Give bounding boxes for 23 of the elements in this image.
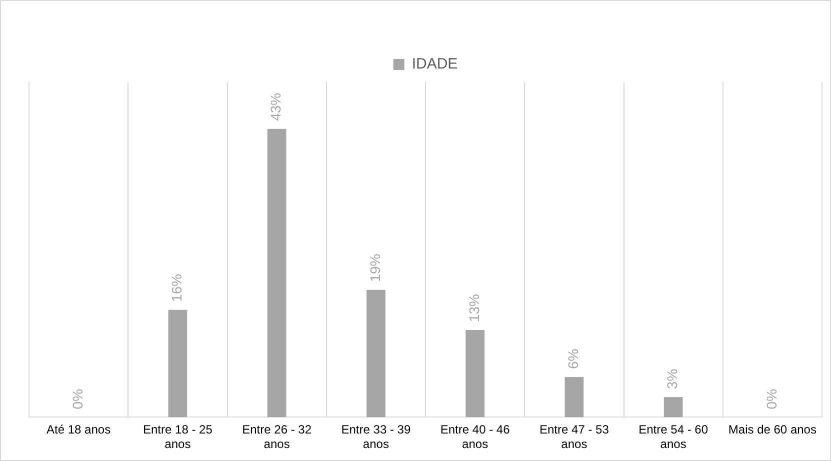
bar [664,397,683,418]
x-tick-label: Entre 54 - 60 anos [638,422,708,452]
bar [168,310,188,418]
bar [466,330,484,418]
data-label: 0% [69,388,86,410]
legend-label: IDADE [412,56,458,73]
bar [267,128,286,418]
x-tick-label: Entre 18 - 25 anos [143,422,213,452]
x-tick-label: Mais de 60 anos [728,422,816,437]
x-tick-label: Entre 40 - 46 anos [440,422,510,452]
x-tick-label: Até 18 anos [46,422,111,437]
data-label: 3% [664,368,680,390]
data-label: 0% [763,388,780,410]
bar [564,376,584,418]
data-label: 16% [168,274,185,302]
x-tick-label: Entre 26 - 32 anos [242,422,312,452]
data-label: 13% [466,294,482,322]
data-label: 43% [268,92,284,121]
data-label: 19% [366,254,383,282]
bar [366,290,386,418]
x-tick-label: Entre 47 - 53 anos [540,422,610,452]
data-label: 6% [565,348,582,369]
x-tick-label: Entre 33 - 39 anos [341,422,411,452]
